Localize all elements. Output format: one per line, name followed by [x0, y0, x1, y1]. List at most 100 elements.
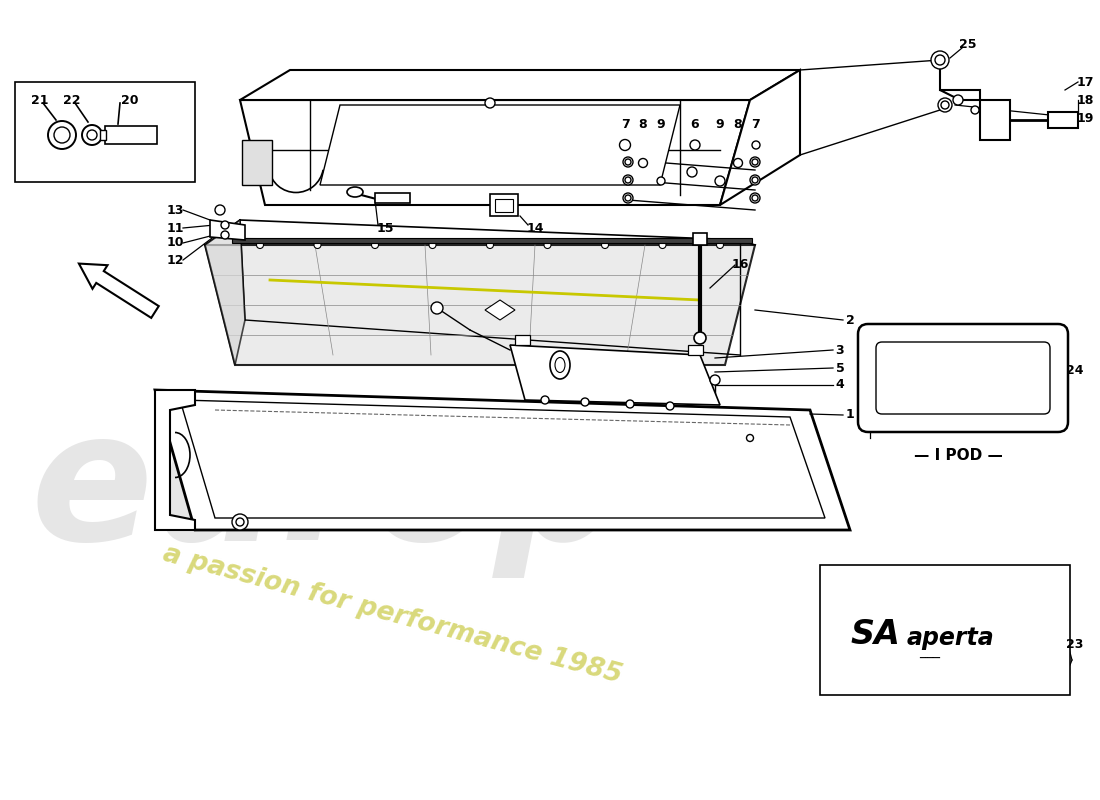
Circle shape: [750, 157, 760, 167]
Text: 14: 14: [526, 222, 543, 234]
Text: 7: 7: [751, 118, 760, 131]
Ellipse shape: [346, 187, 363, 197]
Text: 8: 8: [734, 118, 742, 131]
Circle shape: [657, 177, 665, 185]
Polygon shape: [205, 245, 755, 365]
Bar: [100, 130, 106, 140]
FancyBboxPatch shape: [858, 324, 1068, 432]
Circle shape: [747, 434, 754, 442]
Circle shape: [690, 140, 700, 150]
Ellipse shape: [550, 351, 570, 379]
Circle shape: [752, 195, 758, 201]
Polygon shape: [180, 400, 825, 518]
Text: aperta: aperta: [906, 626, 994, 650]
Bar: [232, 238, 752, 243]
Polygon shape: [155, 390, 850, 530]
Circle shape: [931, 51, 949, 69]
Bar: [15, 82, 195, 182]
Text: 3: 3: [836, 343, 845, 357]
Polygon shape: [720, 70, 800, 205]
Circle shape: [82, 125, 102, 145]
Text: — I POD —: — I POD —: [914, 447, 1002, 462]
Circle shape: [625, 159, 631, 165]
Polygon shape: [320, 105, 680, 185]
Circle shape: [256, 242, 264, 249]
Polygon shape: [210, 220, 245, 240]
Circle shape: [221, 231, 229, 239]
Text: europ: europ: [30, 402, 623, 578]
Circle shape: [623, 175, 632, 185]
Text: 7: 7: [620, 118, 629, 131]
Text: 4: 4: [836, 378, 845, 391]
Text: 25: 25: [959, 38, 977, 51]
Circle shape: [602, 242, 608, 249]
Text: 6: 6: [691, 118, 700, 131]
Text: 12: 12: [166, 254, 184, 266]
Circle shape: [953, 95, 962, 105]
Text: 20: 20: [121, 94, 139, 106]
Text: 5: 5: [836, 362, 845, 374]
Circle shape: [625, 177, 631, 183]
Circle shape: [752, 159, 758, 165]
Circle shape: [87, 130, 97, 140]
Polygon shape: [240, 70, 800, 100]
Text: 8: 8: [639, 118, 647, 131]
Circle shape: [750, 193, 760, 203]
Circle shape: [431, 302, 443, 314]
Circle shape: [694, 332, 706, 344]
Text: 9: 9: [657, 118, 665, 131]
Circle shape: [485, 98, 495, 108]
Circle shape: [486, 242, 494, 249]
Circle shape: [715, 176, 725, 186]
FancyBboxPatch shape: [490, 194, 518, 216]
Text: 17: 17: [1076, 75, 1093, 89]
Bar: [820, 565, 1070, 695]
Polygon shape: [240, 100, 750, 205]
Text: 1: 1: [846, 409, 855, 422]
Text: SA: SA: [850, 618, 900, 651]
Text: 24: 24: [1066, 363, 1083, 377]
Circle shape: [734, 158, 742, 167]
Circle shape: [971, 106, 979, 114]
Bar: [242, 140, 272, 185]
Text: 2: 2: [846, 314, 855, 326]
Text: 22: 22: [64, 94, 80, 106]
Bar: [375, 193, 410, 203]
Circle shape: [544, 242, 551, 249]
Circle shape: [940, 101, 949, 109]
Circle shape: [581, 398, 589, 406]
Bar: [104, 126, 157, 144]
Circle shape: [221, 221, 229, 229]
Circle shape: [236, 518, 244, 526]
Bar: [1048, 112, 1078, 128]
Circle shape: [214, 205, 225, 215]
Circle shape: [623, 193, 632, 203]
Circle shape: [938, 98, 952, 112]
Circle shape: [619, 139, 630, 150]
Polygon shape: [205, 220, 245, 365]
Circle shape: [541, 396, 549, 404]
Text: 9: 9: [716, 118, 724, 131]
Polygon shape: [940, 90, 1010, 140]
Circle shape: [688, 167, 697, 177]
Circle shape: [752, 141, 760, 149]
Text: 23: 23: [1066, 638, 1083, 651]
Text: 10: 10: [166, 237, 184, 250]
Polygon shape: [510, 345, 720, 405]
FancyBboxPatch shape: [876, 342, 1050, 414]
Text: ___: ___: [920, 645, 940, 659]
Text: 15: 15: [376, 222, 394, 234]
Text: 19: 19: [1076, 111, 1093, 125]
Text: 13: 13: [166, 203, 184, 217]
Circle shape: [232, 514, 248, 530]
Bar: [693, 233, 707, 245]
Circle shape: [666, 402, 674, 410]
Circle shape: [48, 121, 76, 149]
Text: 11: 11: [166, 222, 184, 234]
Circle shape: [372, 242, 378, 249]
Circle shape: [750, 175, 760, 185]
Circle shape: [659, 242, 666, 249]
Bar: [495, 199, 513, 212]
Circle shape: [314, 242, 321, 249]
Ellipse shape: [556, 358, 565, 373]
